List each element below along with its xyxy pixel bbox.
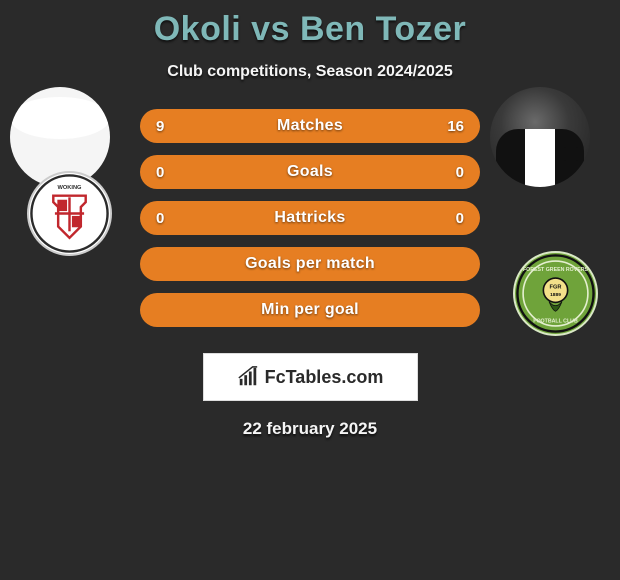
club-logo-left: WOKING xyxy=(27,171,112,256)
stat-row-goals-per-match: Goals per match xyxy=(140,247,480,281)
bar-chart-icon xyxy=(237,366,259,388)
svg-text:FGR: FGR xyxy=(550,285,562,291)
subtitle: Club competitions, Season 2024/2025 xyxy=(0,63,620,81)
branding-link[interactable]: FcTables.com xyxy=(203,353,418,401)
page-title: Okoli vs Ben Tozer xyxy=(0,10,620,49)
stat-label: Matches xyxy=(140,117,480,135)
stat-label: Min per goal xyxy=(140,301,480,319)
stat-left-value: 0 xyxy=(156,210,164,227)
svg-text:FOREST GREEN ROVERS: FOREST GREEN ROVERS xyxy=(523,267,589,273)
player-right-avatar xyxy=(490,87,590,187)
comparison-area: WOKING FGR 1889 FOREST GREEN ROVERS FOOT… xyxy=(0,109,620,339)
svg-text:1889: 1889 xyxy=(550,292,561,298)
fgr-badge-icon: FGR 1889 FOREST GREEN ROVERS FOOTBALL CL… xyxy=(515,253,596,334)
club-logo-right: FGR 1889 FOREST GREEN ROVERS FOOTBALL CL… xyxy=(513,251,598,336)
stat-left-value: 9 xyxy=(156,118,164,135)
woking-badge-icon: WOKING xyxy=(29,173,110,254)
comparison-card: Okoli vs Ben Tozer Club competitions, Se… xyxy=(0,0,620,439)
jersey-icon xyxy=(496,129,584,187)
stat-label: Goals xyxy=(140,163,480,181)
stat-label: Hattricks xyxy=(140,209,480,227)
stat-right-value: 0 xyxy=(456,164,464,181)
stat-left-value: 0 xyxy=(156,164,164,181)
svg-text:FOOTBALL CLUB: FOOTBALL CLUB xyxy=(533,319,578,325)
stat-row-min-per-goal: Min per goal xyxy=(140,293,480,327)
svg-text:WOKING: WOKING xyxy=(58,185,82,191)
stat-rows: 9 Matches 16 0 Goals 0 0 Hattricks 0 Goa… xyxy=(140,109,480,327)
date: 22 february 2025 xyxy=(0,419,620,439)
avatar-placeholder-icon xyxy=(10,97,110,139)
branding-text: FcTables.com xyxy=(265,367,384,388)
stat-row-matches: 9 Matches 16 xyxy=(140,109,480,143)
stat-label: Goals per match xyxy=(140,255,480,273)
stat-row-goals: 0 Goals 0 xyxy=(140,155,480,189)
stat-row-hattricks: 0 Hattricks 0 xyxy=(140,201,480,235)
stat-right-value: 16 xyxy=(447,118,464,135)
stat-right-value: 0 xyxy=(456,210,464,227)
